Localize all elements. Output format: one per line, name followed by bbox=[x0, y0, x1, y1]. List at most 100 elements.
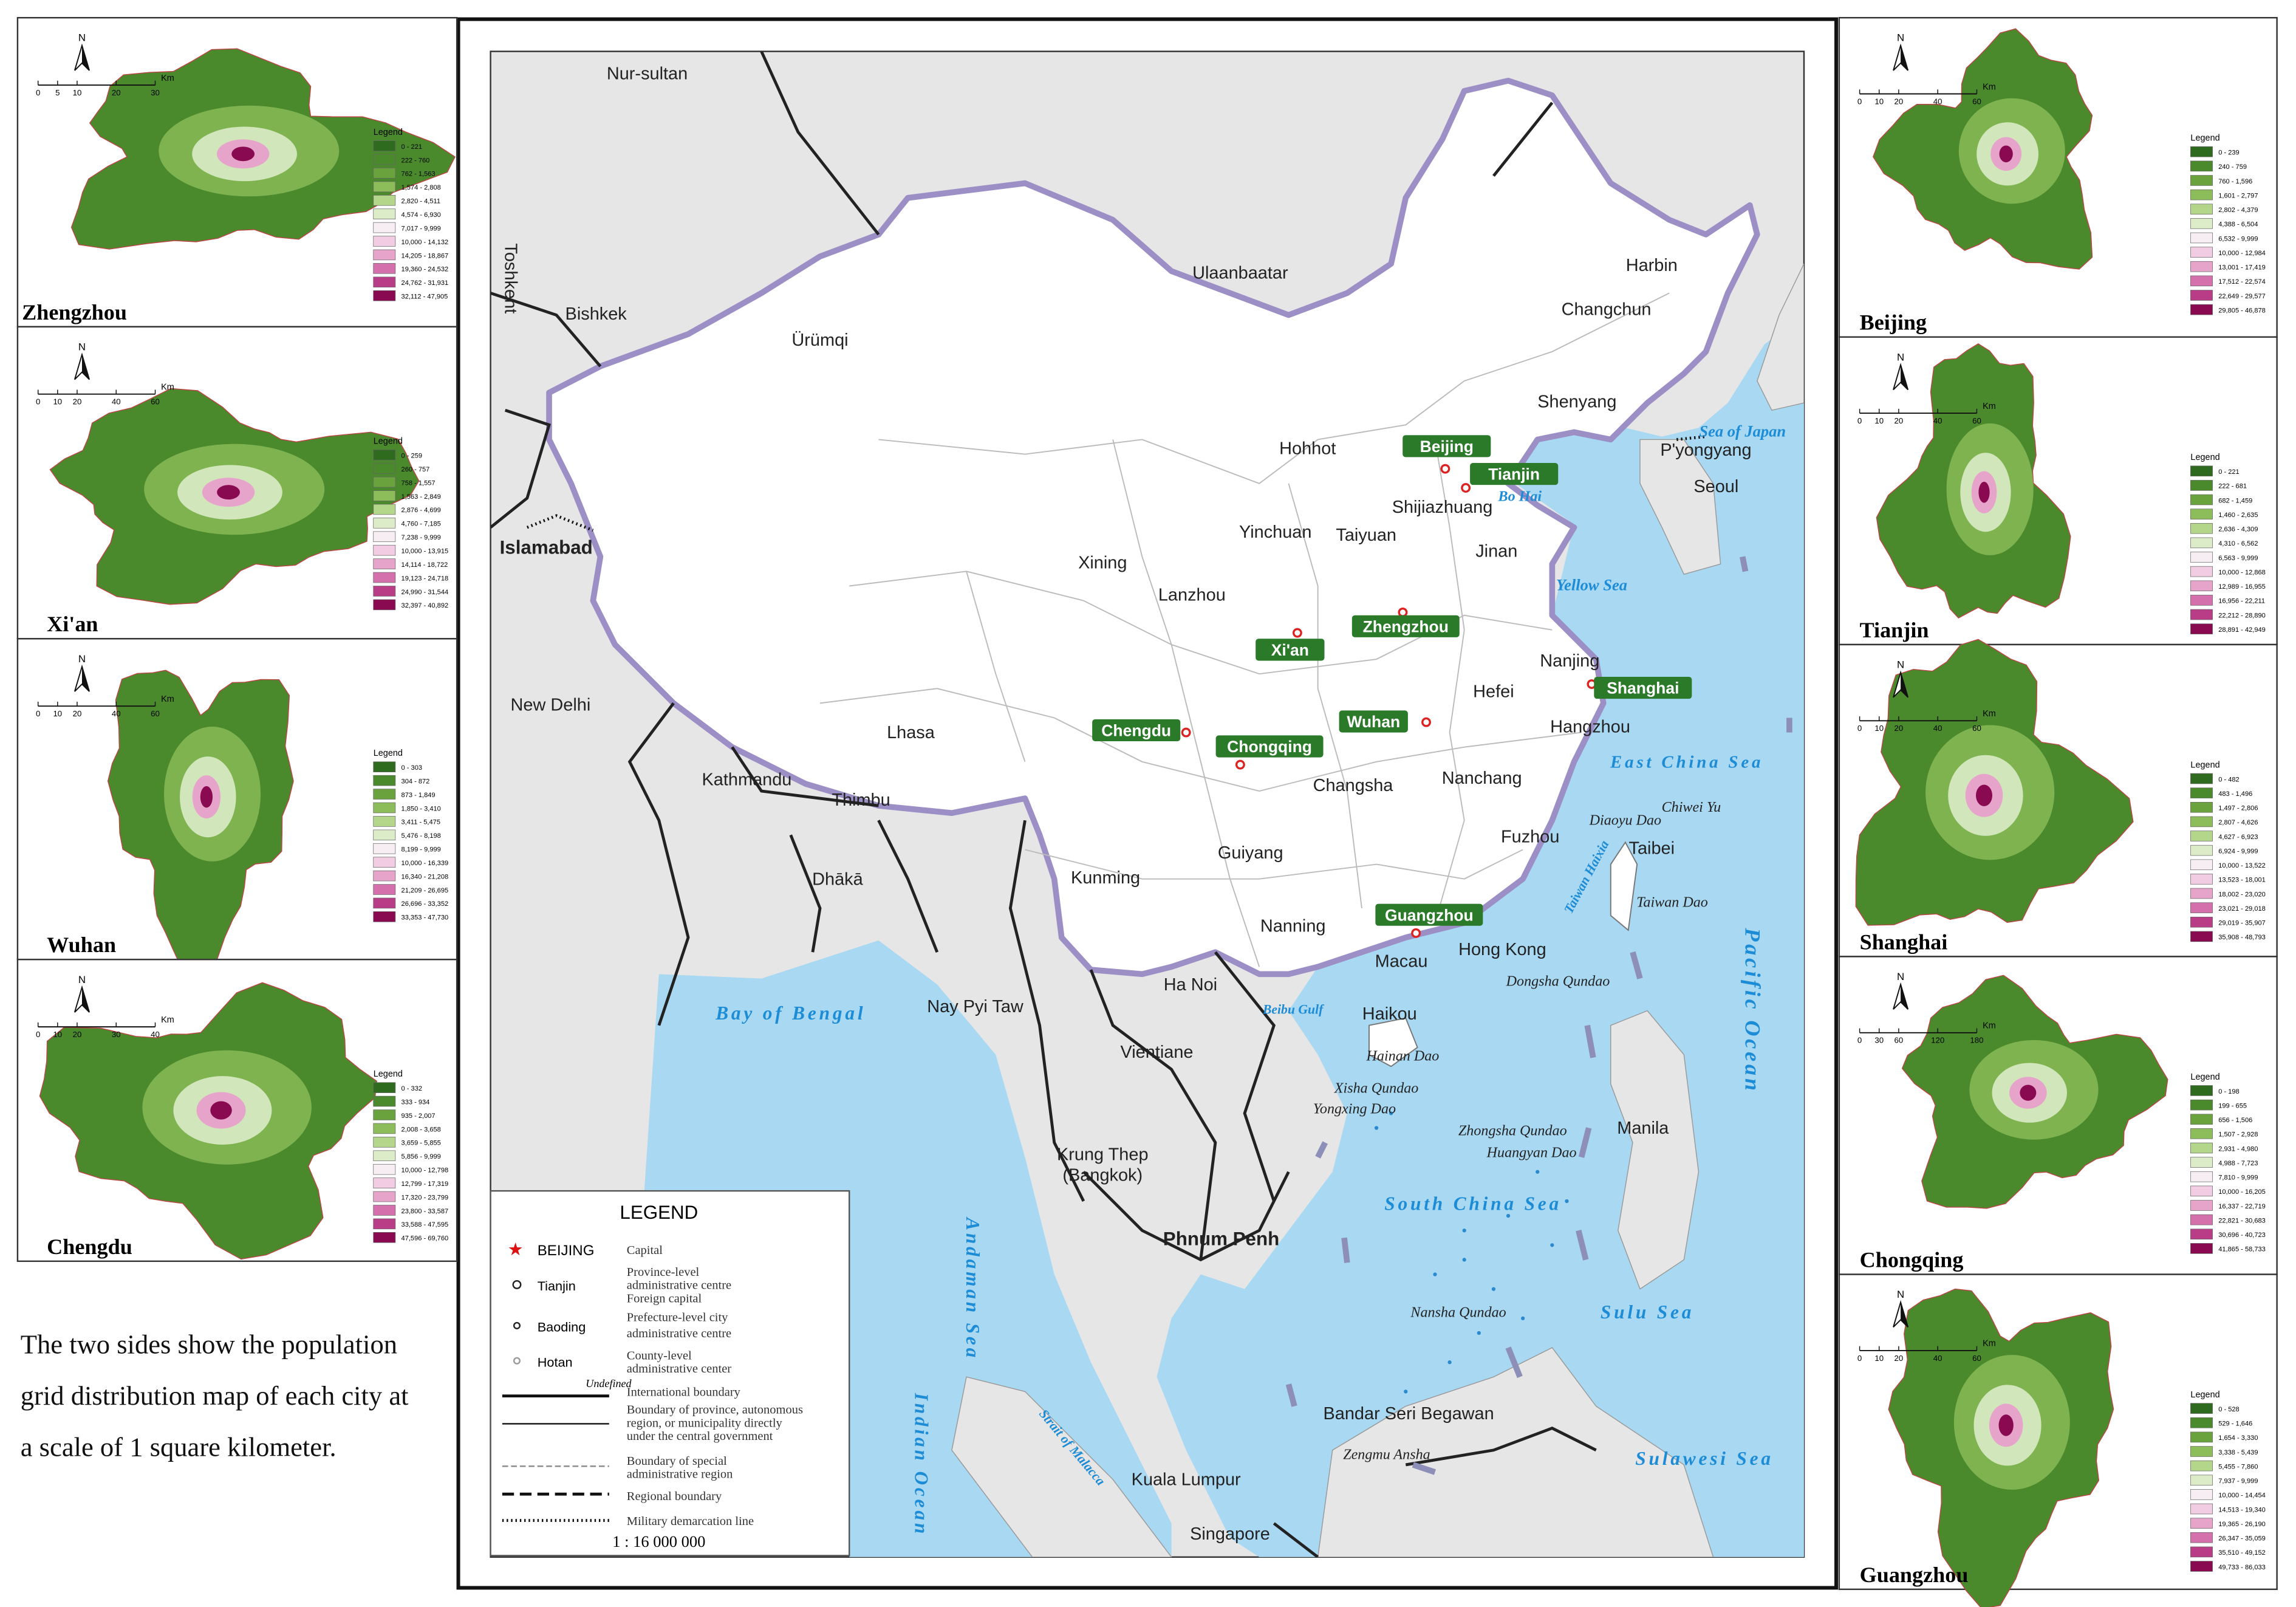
nine-dash-segment bbox=[1412, 1462, 1437, 1475]
legend-swatch bbox=[2190, 480, 2213, 491]
north-arrow-half bbox=[1901, 365, 1908, 390]
water-label: Beibu Gulf bbox=[1262, 1002, 1325, 1016]
legend-swatch bbox=[373, 857, 396, 868]
scale-label: 40 bbox=[112, 397, 121, 406]
place-label: Bishkek bbox=[565, 304, 627, 324]
legend-heading: Legend bbox=[2190, 1390, 2219, 1400]
panel-title: Zhengzhou bbox=[22, 300, 127, 324]
legend-range: 49,733 - 86,033 bbox=[2218, 1564, 2266, 1571]
panel-title: Guangzhou bbox=[1860, 1563, 1969, 1587]
place-label: Shenyang bbox=[1537, 392, 1616, 411]
international-boundary bbox=[490, 408, 551, 529]
panel-title: Tianjin bbox=[1860, 618, 1929, 642]
legend-swatch bbox=[373, 504, 396, 515]
water-label: Indian Ocean bbox=[911, 1393, 932, 1537]
legend-range: 935 - 2,007 bbox=[401, 1112, 436, 1120]
legend-swatch bbox=[373, 1218, 396, 1230]
line-text: Boundary of special bbox=[627, 1455, 727, 1468]
place-label: Bandar Seri Begawan bbox=[1323, 1404, 1494, 1424]
symbol-text: County-level bbox=[627, 1349, 692, 1362]
legend-range: 7,238 - 9,999 bbox=[401, 534, 441, 541]
international-boundary bbox=[627, 702, 690, 1026]
province-boundary bbox=[1434, 439, 1465, 923]
place-label: Nur-sultan bbox=[607, 64, 688, 83]
legend-range: 10,000 - 12,984 bbox=[2218, 250, 2266, 257]
legend-range: 10,000 - 13,522 bbox=[2218, 862, 2266, 869]
legend-range: 2,807 - 4,626 bbox=[2218, 819, 2258, 826]
city-box bbox=[1470, 463, 1559, 485]
city-box-label: Shanghai bbox=[1607, 679, 1679, 697]
place-label: Ürümqi bbox=[791, 331, 848, 350]
scale-label: 40 bbox=[151, 1030, 160, 1039]
reef-dot bbox=[1477, 1331, 1481, 1335]
population-core bbox=[200, 786, 213, 808]
legend-swatch bbox=[373, 1109, 396, 1120]
place-label: Harbin bbox=[1626, 256, 1678, 275]
legend-range: 21,209 - 26,695 bbox=[401, 887, 449, 894]
legend-swatch bbox=[2190, 509, 2213, 519]
legend-range: 18,002 - 23,020 bbox=[2218, 891, 2266, 898]
city-marker bbox=[1461, 483, 1471, 493]
scale-unit: Km bbox=[1983, 709, 1996, 719]
city-box-label: Beijing bbox=[1420, 437, 1474, 456]
legend-range: 656 - 1,506 bbox=[2218, 1117, 2252, 1124]
land bbox=[1639, 439, 1721, 575]
legend-range: 10,000 - 16,205 bbox=[2218, 1188, 2266, 1196]
legend-range: 6,532 - 9,999 bbox=[2218, 235, 2258, 242]
panel-title: Chongqing bbox=[1860, 1247, 1964, 1272]
symbol-text: Foreign capital bbox=[627, 1292, 702, 1305]
reef-dot bbox=[1447, 1360, 1452, 1365]
population-core bbox=[1998, 1414, 2014, 1436]
legend-swatch bbox=[2190, 874, 2213, 885]
city-box bbox=[1256, 639, 1325, 661]
island-label: Zhongsha Qundao bbox=[1458, 1123, 1567, 1139]
legend-swatch bbox=[2190, 888, 2213, 899]
scale-label: 40 bbox=[1933, 1354, 1942, 1363]
scale-label: 20 bbox=[73, 397, 82, 406]
water-label: Bay of Bengal bbox=[715, 1002, 866, 1024]
legend-swatch bbox=[2190, 859, 2213, 871]
population-core bbox=[1976, 784, 1993, 806]
legend-swatch bbox=[373, 518, 396, 529]
legend-swatch bbox=[373, 140, 396, 151]
reef-dot bbox=[1404, 1389, 1408, 1394]
line-text: International boundary bbox=[627, 1386, 741, 1399]
place-label: Kunming bbox=[1071, 868, 1140, 888]
north-label: N bbox=[1897, 1289, 1904, 1300]
city-marker bbox=[1421, 717, 1431, 727]
scale-unit: Km bbox=[1983, 402, 1996, 411]
legend-range: 32,397 - 40,892 bbox=[401, 602, 449, 609]
legend-range: 6,924 - 9,999 bbox=[2218, 848, 2258, 855]
legend-swatch bbox=[373, 829, 396, 841]
line-of-control bbox=[526, 514, 594, 532]
legend-range: 4,388 - 6,504 bbox=[2218, 221, 2258, 228]
legend-swatch bbox=[2190, 1099, 2213, 1111]
place-label: Macau bbox=[1375, 951, 1428, 971]
scale-label: 60 bbox=[1972, 416, 1981, 425]
legend-swatch bbox=[373, 586, 396, 597]
place-label: Dhākā bbox=[812, 869, 863, 889]
legend-range: 16,337 - 22,719 bbox=[2218, 1203, 2266, 1210]
legend-swatch bbox=[2190, 1403, 2213, 1414]
place-label: Changsha bbox=[1313, 776, 1394, 795]
legend-range: 4,574 - 6,930 bbox=[401, 211, 441, 219]
city-marker bbox=[1398, 607, 1408, 617]
legend-swatch bbox=[2190, 1561, 2213, 1572]
scale-label: 60 bbox=[151, 397, 160, 406]
scale-label: 20 bbox=[1895, 724, 1904, 733]
legend-range: 14,114 - 18,722 bbox=[401, 561, 448, 569]
legend-swatch bbox=[2190, 160, 2213, 172]
legend-swatch bbox=[2190, 580, 2213, 592]
place-label: Xining bbox=[1078, 553, 1127, 573]
legend-range: 7,937 - 9,999 bbox=[2218, 1478, 2258, 1485]
symbol-text: Capital bbox=[627, 1244, 663, 1257]
legend-swatch bbox=[373, 897, 396, 909]
legend-range: 2,931 - 4,980 bbox=[2218, 1145, 2258, 1153]
scale-label: 10 bbox=[1874, 724, 1884, 733]
legend-range: 7,810 - 9,999 bbox=[2218, 1174, 2258, 1182]
panel-title: Chengdu bbox=[47, 1235, 132, 1259]
scale-label: 60 bbox=[151, 709, 160, 718]
legend-heading: Legend bbox=[374, 437, 403, 447]
scale-label: 0 bbox=[36, 709, 40, 718]
